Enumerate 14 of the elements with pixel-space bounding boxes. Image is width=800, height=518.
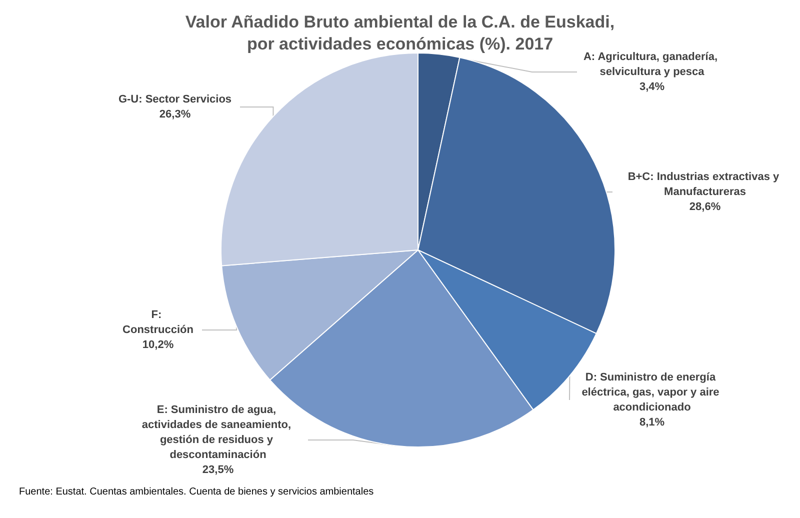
data-label: 10,2% [142, 339, 174, 351]
data-label: 28,6% [689, 201, 721, 213]
data-label: 26,3% [159, 108, 191, 120]
slice-label: F: Construcción [122, 309, 194, 336]
slice-label: B+C: Industrias extractivas y Manufactureras [628, 171, 782, 198]
source-note: Fuente: Eustat. Cuentas ambientales. Cuenta de bienes y servicios ambientales [19, 486, 374, 498]
slice-label: A: Agricultura, ganadería, selvicultura y pesca [583, 51, 721, 78]
chart-title: Valor Añadido Bruto ambiental de la C.A. de Euskadi, por actividades económicas (%). 2017 [185, 12, 615, 54]
data-label: 23,5% [202, 464, 234, 476]
slice-label: G-U: Sector Servicios [118, 94, 232, 106]
data-label: 3,4% [639, 81, 665, 93]
slice-label: D: Suministro de energía eléctrica, gas, vapor y aire acondicionado [582, 372, 722, 414]
slice-label: E: Suministro de agua, actividades de saneamiento, gestión de residuos y descontaminación [142, 404, 294, 461]
data-label: 8,1% [639, 416, 665, 428]
